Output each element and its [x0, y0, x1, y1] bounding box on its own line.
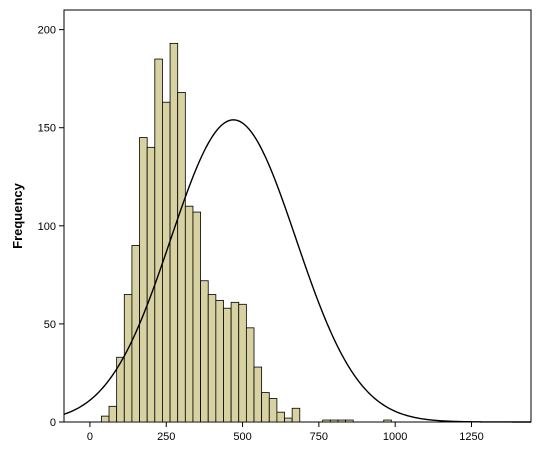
histogram-bar [284, 417, 293, 423]
y-tick-label: 100 [38, 221, 56, 233]
y-axis: 0 50 100 150 200 [38, 25, 64, 429]
histogram-bar [177, 92, 186, 423]
histogram-bar [192, 211, 201, 423]
histogram-bar [383, 419, 392, 423]
histogram-bar [337, 419, 346, 423]
y-axis-title: Frequency [10, 182, 25, 249]
histogram-bar [238, 303, 247, 423]
histogram-bar [253, 366, 263, 423]
histogram-bar [230, 301, 240, 423]
histogram-bar [100, 415, 110, 423]
histogram-bar [154, 58, 163, 423]
y-tick-label: 150 [38, 123, 56, 135]
histogram-bar [276, 411, 285, 423]
histogram-bar [268, 398, 278, 423]
histogram-bar [184, 205, 194, 423]
histogram-bar [146, 146, 156, 423]
x-tick-label: 500 [233, 431, 251, 443]
y-tick-label: 0 [50, 417, 56, 429]
x-tick-label: 1000 [383, 431, 407, 443]
histogram-bar [261, 392, 270, 423]
x-tick-label: 750 [310, 431, 328, 443]
x-tick-label: 250 [157, 431, 175, 443]
histogram-bar [207, 294, 217, 423]
y-tick-label: 200 [38, 25, 56, 37]
histogram-bar [291, 407, 301, 423]
normal-curve [63, 119, 531, 423]
histogram-bar [108, 405, 118, 423]
x-tick-label: 1250 [459, 431, 483, 443]
x-tick-label: 0 [87, 431, 93, 443]
histogram-bar [322, 419, 331, 423]
histogram-bar [215, 299, 224, 423]
histogram-bar [223, 307, 232, 423]
histogram-bar [245, 327, 255, 423]
histogram-bar [139, 137, 148, 423]
histogram-bar [169, 42, 179, 423]
histogram-bar [329, 419, 339, 423]
histogram-bar [162, 101, 171, 423]
histogram-bar [123, 294, 133, 423]
histogram-bar [345, 419, 354, 423]
x-axis: 0 250 500 750 1000 1250 [87, 422, 484, 443]
y-tick-label: 50 [44, 319, 56, 331]
histogram-bar [200, 280, 209, 423]
